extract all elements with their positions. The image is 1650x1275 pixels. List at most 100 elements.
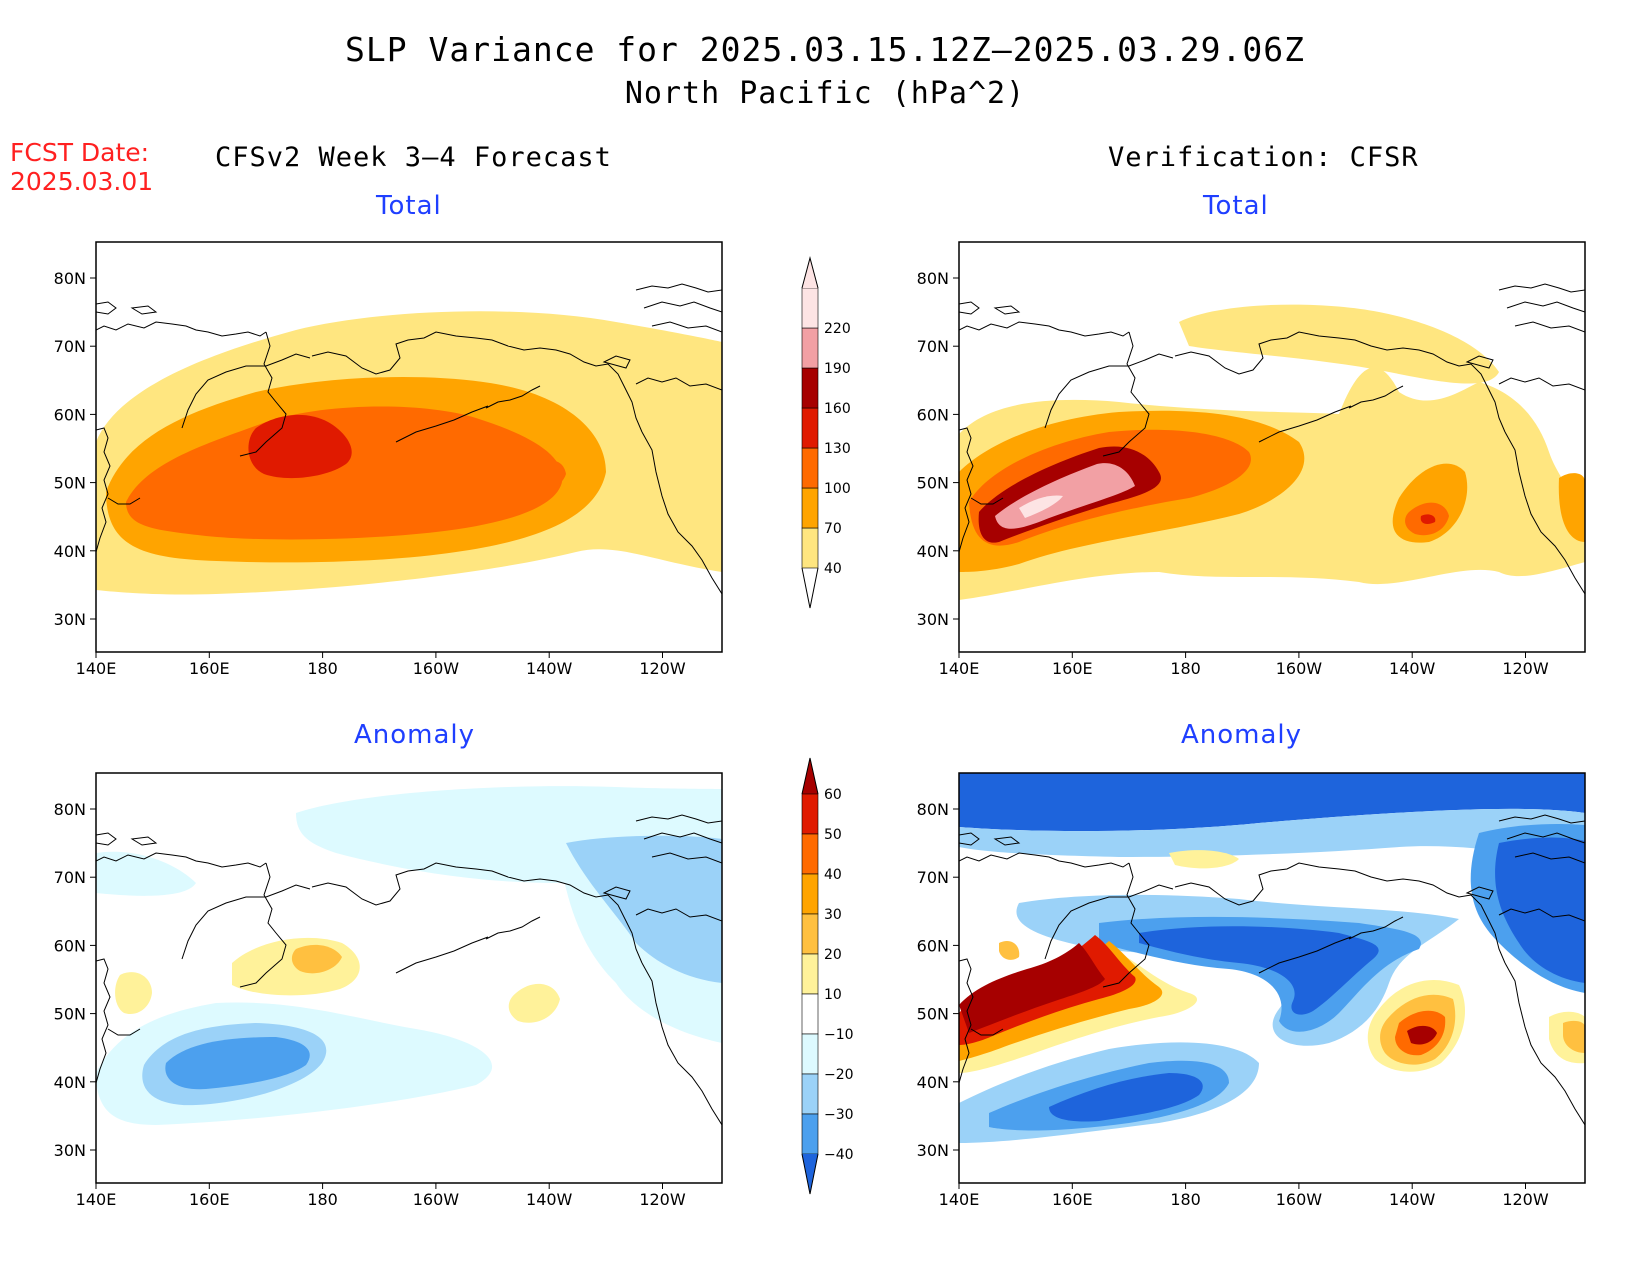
verification-column-title: Verification: CFSR [1108, 142, 1419, 173]
anomaly-colorbar-label: 20 [824, 947, 842, 963]
verif-total-lon-label: 140W [1389, 659, 1436, 678]
total-colorbar-swatch [801, 367, 819, 409]
verif-anomaly-lat-label: 50N [917, 1005, 949, 1024]
fcst-anomaly-lon-label: 120W [639, 1190, 686, 1209]
verif-anomaly-lat-label: 40N [917, 1073, 949, 1092]
verif-total-lon-label: 120W [1502, 659, 1549, 678]
fcst-anomaly-lat-label: 50N [54, 1005, 86, 1024]
verif-total-frame [958, 241, 1586, 653]
anomaly-colorbar-label: −30 [824, 1107, 854, 1123]
anomaly-colorbar-label: −10 [824, 1027, 854, 1043]
verif-anomaly-frame [958, 772, 1586, 1184]
main-title: SLP Variance for 2025.03.15.12Z–2025.03.… [345, 30, 1305, 69]
total-colorbar-label: 130 [824, 441, 851, 457]
verif-anomaly-title: Anomaly [1181, 720, 1303, 750]
total-colorbar-label: 220 [824, 321, 851, 337]
fcst-anomaly-lon-label: 160W [413, 1190, 460, 1209]
verif-total-lat-label: 80N [917, 269, 949, 288]
verif-total-lon-label: 180 [1170, 659, 1201, 678]
fcst-anomaly-lat-label: 60N [54, 936, 86, 955]
anomaly-colorbar-label: 60 [824, 787, 842, 803]
fcst-total-lon-label: 160E [189, 659, 230, 678]
total-colorbar-swatch [801, 327, 819, 369]
anomaly-colorbar-swatch [801, 953, 819, 995]
anomaly-colorbar-label: −20 [824, 1067, 854, 1083]
verif-total-lon-label: 160W [1276, 659, 1323, 678]
verif-anomaly-lat-label: 70N [917, 868, 949, 887]
anomaly-colorbar-swatch [801, 833, 819, 875]
anomaly-colorbar-swatch [801, 793, 819, 835]
fcst-total-lat-label: 70N [54, 337, 86, 356]
fcst-total-lon-label: 180 [307, 659, 338, 678]
anomaly-colorbar-label: −40 [824, 1147, 854, 1163]
verif-anomaly-lat-label: 60N [917, 936, 949, 955]
forecast-date-caption: FCST Date: [10, 138, 150, 167]
verif-total-lon-label: 160E [1052, 659, 1093, 678]
total-colorbar-swatch [801, 287, 819, 329]
fcst-anomaly-lon-label: 140W [526, 1190, 573, 1209]
forecast-date-value: 2025.03.01 [10, 167, 154, 196]
anomaly-colorbar-min-triangle [801, 1153, 819, 1195]
fcst-total-lat-label: 60N [54, 405, 86, 424]
anomaly-colorbar-label: 10 [824, 987, 842, 1003]
fcst-anomaly-lon-label: 160E [189, 1190, 230, 1209]
fcst-total-lat-label: 50N [54, 474, 86, 493]
total-colorbar: 40 70 100 130 160 190 220 [801, 256, 851, 609]
total-colorbar-label: 100 [824, 481, 851, 497]
verif-anomaly-lat-label: 30N [917, 1141, 949, 1160]
fcst-total-lat-label: 30N [54, 610, 86, 629]
verif-anomaly-lon-label: 140W [1389, 1190, 1436, 1209]
anomaly-colorbar: 60 50 40 30 20 10 −10 −20 −30 −40 [801, 757, 854, 1195]
verif-total-title: Total [1203, 191, 1269, 221]
total-colorbar-max-triangle [801, 256, 819, 289]
verif-total-lat-label: 70N [917, 337, 949, 356]
verif-anomaly-lon-label: 180 [1170, 1190, 1201, 1209]
total-colorbar-label: 40 [824, 561, 842, 577]
fcst-anomaly-lat-label: 70N [54, 868, 86, 887]
sub-title: North Pacific (hPa^2) [624, 76, 1026, 111]
fcst-anomaly-title: Anomaly [354, 720, 476, 750]
verif-total-lat-label: 30N [917, 610, 949, 629]
total-colorbar-swatch [801, 487, 819, 529]
forecast-column-title: CFSv2 Week 3–4 Forecast [215, 142, 612, 173]
total-colorbar-label: 190 [824, 361, 851, 377]
total-colorbar-swatch [801, 447, 819, 489]
fcst-total-lon-label: 120W [639, 659, 686, 678]
fcst-anomaly-lat-label: 30N [54, 1141, 86, 1160]
fcst-anomaly-lat-label: 80N [54, 800, 86, 819]
total-colorbar-label: 160 [824, 401, 851, 417]
anomaly-colorbar-swatch [801, 1113, 819, 1155]
fcst-anomaly-map [95, 772, 723, 1184]
total-colorbar-label: 70 [824, 521, 842, 537]
fcst-anomaly-lon-label: 180 [307, 1190, 338, 1209]
fcst-total-lon-label: 140E [76, 659, 117, 678]
verif-total-lat-label: 50N [917, 474, 949, 493]
anomaly-colorbar-swatch [801, 1073, 819, 1115]
verif-anomaly-lon-label: 120W [1502, 1190, 1549, 1209]
axis-labels: 140E 160E 180 160W 140W 120W 80N 70N 60N 50N 40N 30… [54, 269, 1549, 1209]
anomaly-colorbar-label: 30 [824, 907, 842, 923]
verif-total-map [958, 241, 1586, 653]
verif-total-lon-label: 140E [939, 659, 980, 678]
verif-total-lat-label: 60N [917, 405, 949, 424]
verif-anomaly-lat-label: 80N [917, 800, 949, 819]
verif-total-lat-label: 40N [917, 542, 949, 561]
total-colorbar-min-triangle [801, 567, 819, 609]
fcst-total-frame [95, 241, 723, 653]
anomaly-colorbar-label: 40 [824, 867, 842, 883]
anomaly-colorbar-swatch [801, 913, 819, 955]
anomaly-colorbar-swatch [801, 993, 819, 1035]
anomaly-colorbar-label: 50 [824, 827, 842, 843]
anomaly-colorbar-swatch [801, 1033, 819, 1075]
verif-anomaly-lon-label: 140E [939, 1190, 980, 1209]
verif-anomaly-map [958, 772, 1586, 1184]
fcst-total-lon-label: 140W [526, 659, 573, 678]
anomaly-colorbar-max-triangle [801, 757, 819, 795]
forecast-date-label: FCST Date: 2025.03.01 [10, 138, 153, 196]
verif-anomaly-lon-label: 160E [1052, 1190, 1093, 1209]
fcst-total-map [95, 241, 723, 653]
total-colorbar-swatch [801, 407, 819, 449]
total-colorbar-swatch [801, 527, 819, 569]
fcst-total-lat-label: 40N [54, 542, 86, 561]
